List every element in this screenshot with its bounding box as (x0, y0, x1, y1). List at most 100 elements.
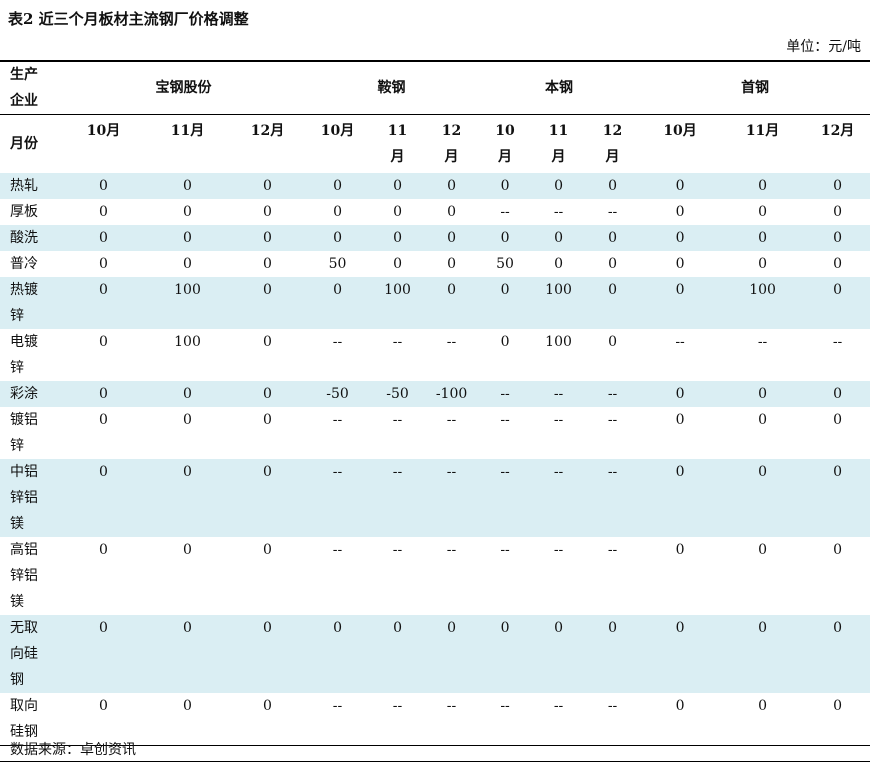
value-cell: 0 (833, 542, 843, 558)
value-cell: -- (425, 693, 479, 746)
value-cell: -50 (370, 381, 426, 407)
product-label: 中铝锌铝镁 (0, 459, 62, 537)
value-cell: 0 (805, 693, 871, 746)
month-label: 月份 (10, 136, 38, 152)
value-cell: 0 (585, 173, 641, 199)
value-cell: 0 (425, 173, 479, 199)
value-cell: 0 (758, 204, 768, 220)
value-cell: 0 (145, 693, 230, 746)
value-cell: 0 (145, 459, 230, 537)
value-cell: -- (370, 693, 426, 746)
value-cell: 100 (370, 277, 426, 329)
value-cell: 0 (675, 412, 685, 428)
product-label: 高铝锌铝镁 (10, 542, 38, 610)
value-cell: 0 (230, 225, 306, 251)
value-cell: 0 (720, 459, 806, 537)
value-cell: 100 (145, 277, 230, 329)
value-cell: 0 (62, 381, 145, 407)
value-cell: 0 (145, 225, 230, 251)
value-cell: 0 (447, 256, 456, 272)
value-cell: 0 (230, 615, 306, 693)
value-cell: -- (478, 459, 533, 537)
month-header: 10月 (495, 123, 515, 165)
value-cell: 0 (230, 381, 306, 407)
value-cell: 0 (640, 277, 721, 329)
value-cell: 0 (833, 412, 843, 428)
value-cell: -- (757, 334, 768, 350)
value-cell: 0 (263, 256, 272, 272)
value-cell: -- (500, 204, 510, 220)
table-row: 热镀锌 0 100 0 0 100 0 0 100 0 0 100 0 (0, 277, 871, 329)
company-ansteel: 鞍钢 (305, 60, 479, 115)
table-title: 表2 近三个月板材主流钢厂价格调整 (8, 10, 249, 28)
table-row: 电镀锌 0 100 0 -- -- -- 0 100 0 -- -- -- (0, 329, 870, 381)
value-cell: -- (332, 334, 343, 350)
value-cell: 0 (720, 615, 806, 693)
value-cell: 0 (99, 204, 108, 220)
month-header: 11月 (548, 123, 569, 165)
value-cell: -- (675, 334, 685, 350)
value-cell: 0 (230, 173, 306, 199)
value-cell: 0 (554, 256, 563, 272)
value-cell: -- (832, 334, 843, 350)
value-cell: 0 (585, 615, 641, 693)
product-label: 酸洗 (0, 225, 62, 251)
product-label: 取向硅钢 (0, 693, 62, 746)
value-cell: 50 (328, 256, 347, 272)
value-cell: 0 (263, 542, 272, 558)
value-cell: 0 (333, 204, 342, 220)
value-cell: -- (607, 204, 618, 220)
value-cell: -- (500, 412, 510, 428)
value-cell: 0 (99, 334, 108, 350)
value-cell: 0 (608, 334, 618, 350)
value-cell: 0 (585, 225, 641, 251)
value-cell: -- (392, 412, 403, 428)
value-cell: 0 (305, 277, 371, 329)
value-cell: -- (532, 381, 586, 407)
source-note: 数据来源：卓创资讯 (10, 742, 136, 758)
value-cell: -- (478, 693, 533, 746)
value-cell: 0 (393, 256, 402, 272)
value-cell: 100 (174, 334, 201, 350)
value-cell: 0 (62, 277, 145, 329)
value-cell: -- (332, 542, 343, 558)
company-shougang: 首钢 (640, 60, 871, 115)
value-cell: 0 (532, 615, 586, 693)
value-cell: 0 (640, 173, 721, 199)
value-cell: 0 (478, 277, 533, 329)
value-cell: 0 (62, 615, 145, 693)
value-cell: -- (500, 542, 510, 558)
value-cell: 0 (640, 693, 721, 746)
value-cell: 100 (720, 277, 806, 329)
value-cell: -- (585, 381, 641, 407)
value-cell: 0 (758, 542, 768, 558)
value-cell: 0 (447, 204, 456, 220)
value-cell: 0 (230, 277, 306, 329)
month-header: 10月 (663, 123, 697, 139)
value-cell: 0 (532, 173, 586, 199)
company-bensteel: 本钢 (478, 60, 641, 115)
value-cell: -- (370, 459, 426, 537)
value-cell: 0 (805, 225, 871, 251)
month-header: 12月 (250, 123, 285, 139)
month-header: 12月 (820, 123, 855, 139)
product-label: 热轧 (0, 173, 62, 199)
value-cell: 0 (478, 173, 533, 199)
month-header: 11月 (170, 123, 205, 139)
value-cell: 0 (263, 412, 272, 428)
value-cell: 0 (833, 204, 843, 220)
value-cell: 0 (145, 173, 230, 199)
month-header: 12月 (441, 123, 462, 165)
value-cell: -- (585, 459, 641, 537)
value-cell: 0 (425, 615, 479, 693)
value-cell: 0 (640, 381, 721, 407)
value-cell: -100 (425, 381, 479, 407)
value-cell: -- (532, 459, 586, 537)
company-header-row: 生产企业 宝钢股份 鞍钢 本钢 首钢 (0, 60, 871, 115)
table-row: 无取向硅钢 0 0 0 0 0 0 0 0 0 0 0 0 (0, 615, 871, 693)
value-cell: 0 (675, 542, 685, 558)
value-cell: 0 (720, 225, 806, 251)
value-cell: 100 (545, 334, 572, 350)
value-cell: 0 (370, 173, 426, 199)
value-cell: -- (532, 693, 586, 746)
